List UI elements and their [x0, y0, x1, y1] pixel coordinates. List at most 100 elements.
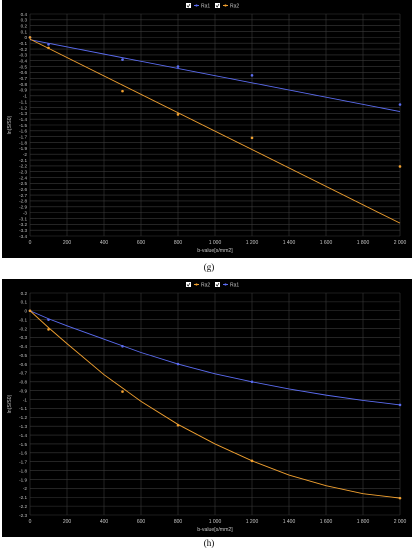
y-tick-label: -1.4 [19, 117, 27, 122]
data-point-ra2 [28, 309, 32, 313]
legend-marker [224, 4, 227, 7]
check-icon [186, 282, 191, 287]
data-point-ra2 [250, 136, 254, 140]
y-tick-label: -2.3 [19, 170, 27, 175]
x-tick-label: 600 [137, 519, 146, 525]
y-tick-label: 0 [24, 35, 27, 40]
y-tick-label: -1.2 [19, 415, 27, 420]
data-point-ra1 [250, 74, 254, 77]
y-tick-label: -0.3 [19, 335, 27, 340]
legend-item-ra1: Ra1 [215, 282, 239, 289]
x-tick-label: 1 200 [246, 240, 259, 246]
y-tick-label: -1.5 [19, 123, 27, 128]
chart-panel-h: 0 200 400 600 800 1 000 1 200 1 400 1 600 1 800 2 … [2, 279, 412, 537]
fit-line-ra1 [29, 310, 401, 406]
y-tick-label: -2.2 [19, 164, 27, 169]
y-tick-label: -2.1 [19, 495, 27, 500]
x-tick-label: 1 800 [357, 240, 370, 246]
x-tick-label: 1 600 [320, 519, 333, 525]
y-tick-label: -3.4 [19, 234, 27, 239]
data-point-ra2 [176, 424, 180, 427]
x-tick-label: 2 000 [394, 240, 407, 246]
data-point-ra1 [121, 344, 124, 348]
legend-item-ra1: Ra1 [186, 3, 210, 10]
data-point-ra1 [176, 362, 180, 366]
y-tick-label: -2.5 [19, 181, 27, 186]
legend-item-ra2: Ra2 [186, 282, 210, 289]
y-tick-label: 0.1 [21, 29, 28, 34]
y-tick-label: -0.1 [19, 317, 27, 322]
legend-marker [195, 283, 198, 286]
x-tick-label: 400 [100, 240, 109, 246]
x-tick-label: 600 [137, 240, 146, 246]
y-tick-label: -1.1 [19, 99, 27, 104]
y-tick-label: -2.4 [19, 175, 27, 180]
y-tick-label: 0.4 [21, 12, 28, 17]
y-tick-label: -1.9 [19, 477, 27, 482]
y-axis-label: ln(S/S0) [7, 394, 13, 413]
y-tick-label: -0.5 [19, 353, 27, 358]
y-tick-label: -2 [23, 152, 28, 157]
fit-line-ra1 [29, 39, 401, 113]
y-tick-label: -0.3 [19, 53, 27, 58]
y-tick-label: -1.9 [19, 146, 27, 151]
y-tick-label: -2.9 [19, 205, 27, 210]
y-tick-label: -2.3 [19, 513, 27, 518]
fit-line-ra2 [29, 310, 401, 499]
x-tick-label: 400 [100, 519, 109, 525]
y-tick-label: -2.7 [19, 193, 27, 198]
x-tick-label: 1 400 [283, 240, 296, 246]
legend-checkbox-icon [186, 3, 191, 8]
data-point-ra1 [121, 58, 124, 61]
data-point-ra2 [121, 390, 124, 393]
data-point-ra1 [250, 380, 254, 384]
y-axis-label: ln(S/S0) [7, 115, 13, 134]
legend-label: Ra1 [201, 4, 210, 10]
x-tick-label: 200 [63, 519, 72, 525]
fit-line-ra2 [29, 38, 401, 224]
data-point-ra2 [121, 89, 124, 93]
chart-h-svg: 0 200 400 600 800 1 000 1 200 1 400 1 600 1 800 2 … [7, 282, 407, 533]
data-point-ra2 [176, 113, 180, 116]
y-tick-label: -0.8 [19, 82, 27, 87]
data-point-ra1 [47, 318, 50, 321]
y-tick-label: -0.7 [19, 371, 27, 376]
x-tick-label: 1 800 [357, 519, 370, 525]
y-tick-label: -0.9 [19, 388, 27, 393]
y-tick-label: 0.1 [21, 300, 28, 305]
caption-g: (g) [203, 262, 215, 272]
y-tick-label: -3.1 [19, 216, 27, 221]
data-point-ra2 [47, 328, 50, 331]
y-tick-label: -0.6 [19, 70, 27, 75]
legend-checkbox-icon [215, 282, 220, 287]
y-tick-label: -0.9 [19, 88, 27, 93]
y-tick-label: -0.5 [19, 64, 27, 69]
x-tick-label: 1 400 [283, 519, 296, 525]
y-tick-label: -0.4 [19, 59, 27, 64]
y-tick-label: -3.2 [19, 222, 27, 227]
y-tick-label: -1.1 [19, 406, 27, 411]
y-tick-label: -3.3 [19, 228, 27, 233]
check-icon [186, 3, 191, 8]
legend-label: Ra2 [230, 4, 239, 10]
y-tick-label: -3 [23, 210, 28, 215]
caption-h: (h) [203, 538, 215, 548]
x-axis-label: b-value[s/mm2] [197, 248, 233, 254]
data-point-ra1 [176, 65, 180, 68]
data-point-ra2 [47, 46, 50, 50]
x-tick-label: 0 [29, 240, 32, 246]
legend-marker [195, 4, 198, 7]
x-tick-label: 2 000 [394, 519, 407, 525]
chart-g-svg: 0 200 400 600 800 1 000 1 200 1 400 1 600 1 800 2 … [7, 3, 407, 254]
chart-panel-g: 0 200 400 600 800 1 000 1 200 1 400 1 600 1 800 2 … [2, 0, 412, 258]
y-tick-label: -2.2 [19, 504, 27, 509]
y-tick-label: -0.2 [19, 326, 27, 331]
data-point-ra2 [28, 36, 32, 39]
data-point-ra2 [250, 459, 254, 463]
y-tick-label: -1.8 [19, 140, 27, 145]
y-tick-label: -1.3 [19, 424, 27, 429]
x-tick-label: 200 [63, 240, 72, 246]
y-tick-label: -0.6 [19, 362, 27, 367]
y-tick-label: -2.1 [19, 158, 27, 163]
data-point-ra2 [398, 496, 402, 500]
